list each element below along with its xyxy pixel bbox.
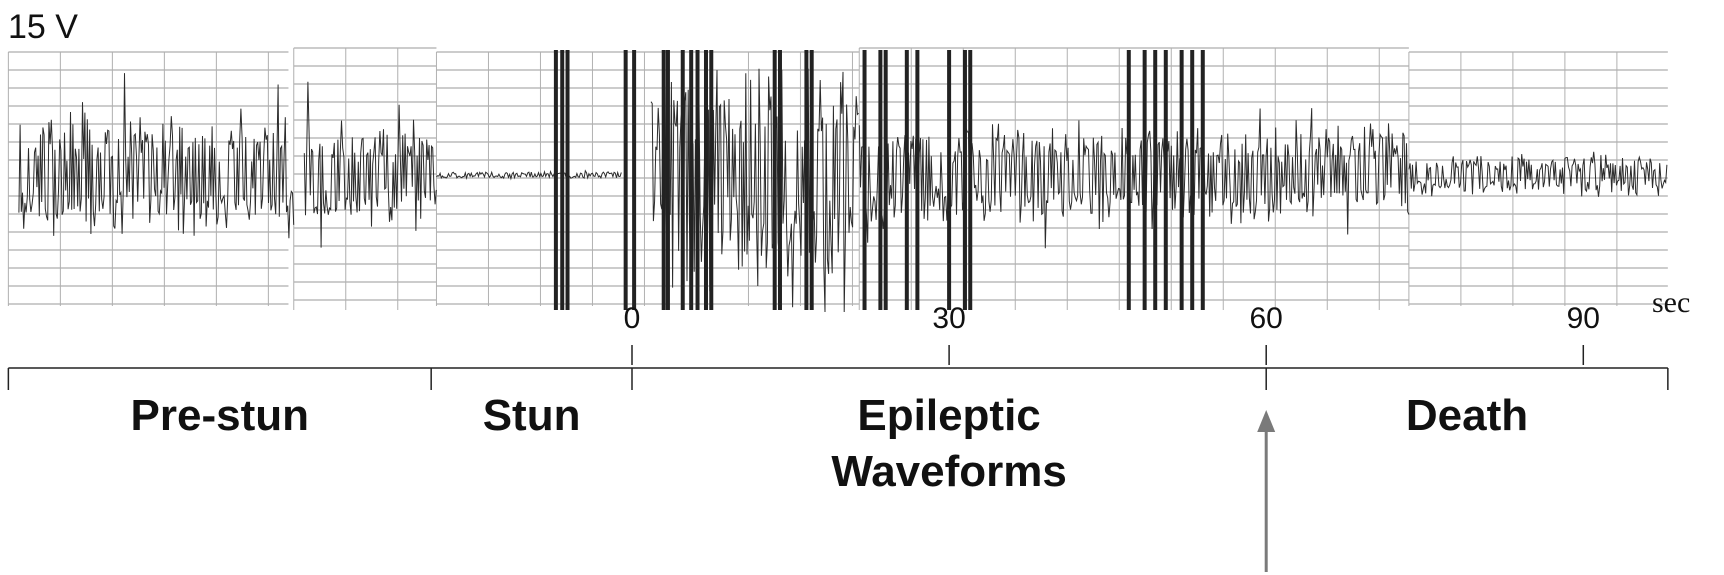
eeg-trace-segment [858,108,1410,249]
phase-label: Pre-stun [131,391,309,440]
x-tick-label: 60 [1250,302,1283,335]
x-tick-label: 90 [1567,302,1600,335]
x-axis-unit-label: sec [1652,286,1690,319]
chart-grid [7,47,1668,310]
phase-label: Death [1406,391,1528,440]
x-tick-label: 30 [932,302,965,335]
voltage-scale-label: 15 V [8,8,78,46]
eeg-trace-segment [18,73,295,239]
eeg-trace-segment [303,81,437,248]
eeg-trace [18,50,1668,313]
x-axis-ticks: 0 30 60 90 [624,302,1600,365]
x-tick-label: 0 [624,302,641,335]
phase-label: Stun [483,391,581,440]
phase-label: Epileptic Waveforms [831,391,1067,496]
arrow-head [1257,410,1276,432]
death-onset-arrow [1257,410,1276,572]
eeg-trace-segment [436,169,622,181]
eeg-trace-segment [1408,151,1668,197]
eeg-trace-segment [650,68,859,313]
phase-timeline: Pre-stun Stun Epileptic Waveforms Death [7,367,1669,496]
